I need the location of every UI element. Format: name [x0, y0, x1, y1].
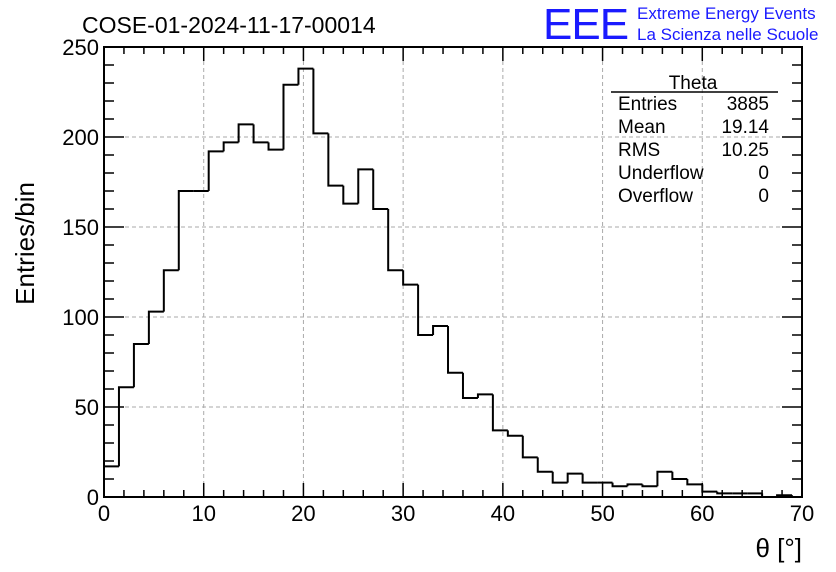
y-tick-label: 250: [62, 35, 99, 60]
histogram-bin: [372, 169, 389, 210]
histogram-bin: [117, 386, 134, 467]
y-tick-label: 150: [62, 215, 99, 240]
x-tick-label: 0: [98, 501, 110, 526]
histogram-bin: [147, 310, 164, 344]
histogram-bin: [641, 484, 658, 488]
y-tick-label: 100: [62, 305, 99, 330]
histogram-bin: [387, 209, 404, 272]
chart-title: COSE-01-2024-11-17-00014: [82, 12, 376, 38]
histogram-bin: [342, 185, 359, 205]
x-tick-label: 50: [590, 501, 614, 526]
y-tick-label: 200: [62, 125, 99, 150]
stats-box: Theta Entries 3885 Mean 19.14 RMS 10.25 …: [611, 73, 778, 207]
histogram-bin: [491, 394, 508, 432]
histogram-outline: [103, 67, 794, 498]
histogram-bin: [566, 472, 583, 483]
histogram-bin: [686, 479, 703, 486]
histogram-bin: [716, 491, 733, 495]
stats-label-mean: Mean: [618, 117, 666, 138]
histogram-bin: [327, 133, 344, 187]
stats-value-overflow: 0: [758, 186, 769, 207]
x-axis-label: θ [°]: [755, 533, 802, 563]
histogram-bin: [267, 142, 284, 151]
histogram-bin: [432, 325, 449, 335]
y-axis-label: Entries/bin: [10, 182, 40, 305]
histogram-bin: [611, 482, 628, 488]
histogram-bin: [521, 435, 538, 459]
histogram-bin: [132, 343, 149, 388]
histogram-bin: [581, 473, 598, 484]
tick-labels: 0 10 20 30 40 50 60 70 0 50 100 150 200 250: [62, 35, 814, 526]
stats-title: Theta: [669, 73, 718, 94]
plot-frame: [103, 46, 803, 498]
stats-label-overflow: Overflow: [618, 186, 693, 207]
plot-frame-rect: [103, 46, 803, 498]
histogram-bin: [626, 483, 643, 487]
histogram-bin: [656, 470, 673, 487]
histogram-bin: [701, 484, 718, 493]
histogram-bin: [207, 150, 224, 191]
histogram-bin: [357, 168, 374, 204]
y-tick-label: 50: [75, 395, 99, 420]
stats-label-rms: RMS: [618, 140, 660, 161]
stats-label-entries: Entries: [618, 94, 677, 115]
stats-value-entries: 3885: [727, 94, 769, 115]
x-tick-label: 70: [790, 501, 814, 526]
x-tick-label: 60: [690, 501, 714, 526]
logo-line-1: Extreme Energy Events: [637, 4, 816, 23]
logo-mark: EEE: [543, 0, 628, 49]
eee-logo: EEE Extreme Energy Events La Scienza nel…: [543, 0, 818, 49]
histogram-bin: [237, 123, 254, 143]
histogram-bin: [297, 67, 314, 85]
stats-value-rms: 10.25: [721, 140, 769, 161]
x-tick-label: 10: [191, 501, 215, 526]
histogram-bin: [252, 124, 269, 144]
stats-value-mean: 19.14: [721, 117, 769, 138]
histogram-bin: [103, 465, 119, 497]
histogram-bin: [671, 471, 688, 480]
histogram-bin: [476, 393, 493, 398]
x-tick-label: 40: [491, 501, 515, 526]
histogram-bin: [551, 471, 568, 484]
x-tick-label: 30: [391, 501, 415, 526]
histogram-bin: [536, 457, 553, 473]
histogram-bin: [282, 83, 299, 150]
histogram-bin: [506, 430, 523, 437]
stats-value-underflow: 0: [758, 163, 769, 184]
histogram-bin: [447, 326, 463, 374]
histogram-bin: [402, 270, 419, 286]
y-tick-label: 0: [87, 485, 99, 510]
histogram-bin: [162, 269, 179, 312]
histogram-bin: [177, 190, 194, 271]
histogram-bin: [461, 372, 478, 399]
histogram-bin: [222, 141, 239, 152]
stats-label-underflow: Underflow: [618, 163, 704, 184]
x-tick-label: 20: [291, 501, 315, 526]
grid-lines: [104, 47, 802, 497]
logo-line-2: La Scienza nelle Scuole: [637, 25, 818, 44]
histogram-bin: [312, 68, 329, 135]
histogram-bin: [417, 284, 434, 336]
